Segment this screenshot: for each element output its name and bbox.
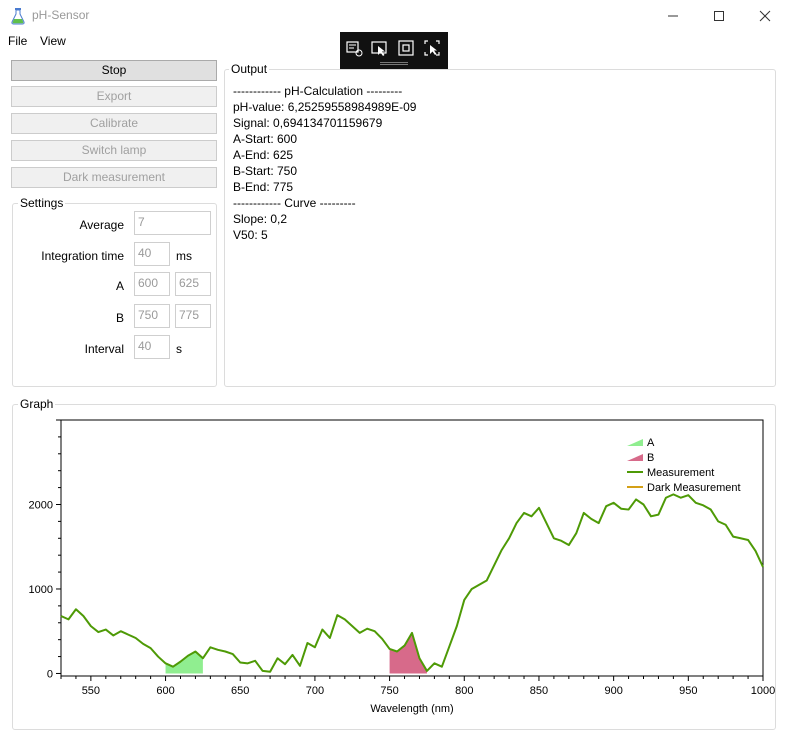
minimize-button[interactable] xyxy=(650,0,696,32)
menu-file[interactable]: File xyxy=(8,34,28,48)
band-a-area xyxy=(165,651,203,674)
export-button[interactable]: Export xyxy=(11,86,217,107)
flask-icon xyxy=(11,8,25,25)
select-element-icon[interactable] xyxy=(344,38,364,58)
switch-lamp-button[interactable]: Switch lamp xyxy=(11,140,217,161)
b-start-input[interactable]: 750 xyxy=(134,304,170,328)
legend-swatch xyxy=(627,439,643,446)
legend-label: B xyxy=(647,452,654,464)
legend-label: Dark Measurement xyxy=(647,482,741,494)
y-tick-label: 1000 xyxy=(29,584,53,596)
x-axis-label: Wavelength (nm) xyxy=(370,703,453,715)
b-label: B xyxy=(115,311,124,325)
output-line: B-End: 775 xyxy=(233,180,294,194)
output-line: A-End: 625 xyxy=(233,148,294,162)
legend-label: Measurement xyxy=(647,467,714,479)
x-tick-label: 900 xyxy=(604,685,622,697)
interval-label: Interval xyxy=(84,342,124,356)
close-button[interactable] xyxy=(742,0,788,32)
track-focused-icon[interactable] xyxy=(396,38,416,58)
a-label: A xyxy=(115,279,124,293)
a-start-input[interactable]: 600 xyxy=(134,272,170,296)
maximize-button[interactable] xyxy=(696,0,742,32)
minimize-icon xyxy=(668,15,678,17)
menu-bar: File View xyxy=(0,32,788,52)
measurement-line xyxy=(60,493,764,673)
output-line: Slope: 0,2 xyxy=(233,212,288,226)
x-tick-label: 1000 xyxy=(751,685,775,697)
average-input[interactable]: 7 xyxy=(134,211,211,235)
close-icon xyxy=(759,10,771,22)
output-text: ------------ pH-Calculation --------- pH… xyxy=(233,83,416,243)
x-tick-label: 750 xyxy=(380,685,398,697)
x-tick-label: 850 xyxy=(530,685,548,697)
x-tick-label: 650 xyxy=(231,685,249,697)
output-line: B-Start: 750 xyxy=(233,164,298,178)
preview-selection-icon[interactable] xyxy=(422,38,442,58)
average-label: Average xyxy=(79,218,124,232)
interval-unit: s xyxy=(176,342,182,356)
integration-time-label: Integration time xyxy=(41,249,124,263)
toolbar-grip[interactable] xyxy=(380,62,408,65)
output-line: pH-value: 6,25259558984989E-09 xyxy=(233,100,417,114)
interval-input[interactable]: 40 xyxy=(134,335,170,359)
output-line: V50: 5 xyxy=(233,228,268,242)
output-title: Output xyxy=(229,62,270,76)
output-line: ------------ Curve --------- xyxy=(233,196,356,210)
title-bar: pH-Sensor xyxy=(0,0,788,32)
calibrate-button[interactable]: Calibrate xyxy=(11,113,217,134)
output-line: ------------ pH-Calculation --------- xyxy=(233,84,403,98)
graph-group xyxy=(12,404,776,730)
b-end-input[interactable]: 775 xyxy=(175,304,211,328)
legend-swatch xyxy=(627,454,643,461)
settings-group xyxy=(12,203,217,387)
display-adorners-icon[interactable] xyxy=(370,38,390,58)
stop-button[interactable]: Stop xyxy=(11,60,217,81)
a-end-input[interactable]: 625 xyxy=(175,272,211,296)
floating-toolbar xyxy=(340,32,448,70)
menu-view[interactable]: View xyxy=(40,34,66,48)
graph-title: Graph xyxy=(18,397,56,411)
legend-label: A xyxy=(647,437,655,449)
output-line: Signal: 0,694134701159679 xyxy=(233,116,383,130)
x-tick-label: 700 xyxy=(306,685,324,697)
output-line: A-Start: 600 xyxy=(233,132,298,146)
maximize-icon xyxy=(714,11,724,21)
y-tick-label: 0 xyxy=(47,668,53,680)
band-b-area xyxy=(389,632,427,674)
x-tick-label: 800 xyxy=(455,685,473,697)
x-tick-label: 950 xyxy=(679,685,697,697)
x-tick-label: 600 xyxy=(156,685,174,697)
y-tick-label: 2000 xyxy=(29,499,53,511)
x-tick-label: 550 xyxy=(82,685,100,697)
settings-title: Settings xyxy=(18,196,66,210)
integration-time-input[interactable]: 40 xyxy=(134,242,170,266)
window-title: pH-Sensor xyxy=(32,8,90,22)
dark-measurement-button[interactable]: Dark measurement xyxy=(11,167,217,188)
output-group xyxy=(224,69,776,387)
integration-time-unit: ms xyxy=(176,249,192,263)
